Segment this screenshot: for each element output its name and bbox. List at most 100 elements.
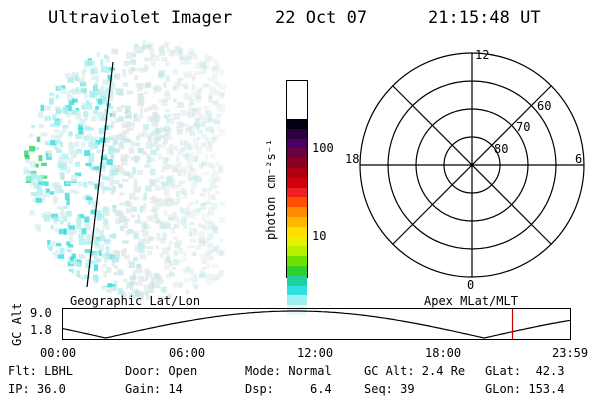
filter-readout: Flt: LBHL <box>8 364 74 378</box>
emission-pixel <box>187 171 192 178</box>
emission-pixel <box>124 108 129 114</box>
emission-pixel <box>186 204 191 211</box>
emission-pixel <box>210 256 214 261</box>
emission-pixel <box>175 156 181 163</box>
emission-pixel <box>37 184 42 191</box>
polar-label-0: 0 <box>467 278 474 290</box>
emission-pixel <box>135 142 140 147</box>
emission-pixel <box>208 92 213 99</box>
emission-pixel <box>180 166 188 172</box>
emission-pixel <box>117 271 124 276</box>
emission-pixel <box>127 260 134 264</box>
emission-pixel <box>68 147 75 154</box>
emission-pixel <box>153 213 158 219</box>
emission-pixel <box>134 220 142 224</box>
emission-pixel <box>67 221 71 228</box>
emission-pixel <box>68 100 75 105</box>
emission-pixel <box>169 144 174 150</box>
emission-pixel <box>122 73 127 77</box>
emission-pixel <box>215 82 221 87</box>
emission-pixel <box>193 277 199 283</box>
emission-pixel <box>122 129 129 134</box>
emission-pixel <box>36 189 43 196</box>
emission-pixel <box>205 187 211 194</box>
emission-pixel <box>177 78 184 82</box>
emission-pixel <box>145 245 153 250</box>
emission-pixel <box>96 149 100 154</box>
emission-pixel <box>78 213 85 219</box>
emission-pixel <box>110 149 115 154</box>
emission-pixel <box>184 211 192 218</box>
emission-pixel <box>101 285 106 290</box>
emission-pixel <box>189 98 195 106</box>
emission-pixel <box>189 201 194 207</box>
emission-pixel <box>194 118 200 122</box>
emission-pixel <box>152 118 157 123</box>
emission-pixel <box>54 187 62 194</box>
time-label: 21:15:48 UT <box>428 8 541 28</box>
emission-pixel <box>136 264 142 268</box>
emission-pixel <box>120 104 128 109</box>
emission-pixel <box>149 281 154 286</box>
emission-pixel <box>72 110 79 115</box>
emission-pixel <box>192 272 197 279</box>
emission-pixel <box>30 172 36 176</box>
emission-pixel <box>203 106 210 110</box>
emission-pixel <box>154 205 160 210</box>
emission-pixel <box>93 82 99 90</box>
emission-pixel <box>165 75 170 82</box>
emission-pixel <box>104 125 109 131</box>
emission-pixel <box>74 141 80 147</box>
emission-pixel <box>147 136 153 143</box>
emission-pixel <box>48 92 55 96</box>
emission-pixel <box>106 159 113 166</box>
emission-pixel <box>43 181 49 187</box>
emission-pixel <box>195 116 203 120</box>
emission-pixel <box>88 156 95 164</box>
emission-pixel <box>123 254 130 260</box>
emission-pixel <box>78 182 84 187</box>
emission-pixel <box>207 245 212 250</box>
emission-pixel <box>65 210 72 217</box>
emission-pixel <box>81 141 86 148</box>
emission-pixel <box>173 241 181 248</box>
emission-pixel <box>92 234 97 240</box>
emission-pixel <box>44 211 52 218</box>
emission-pixel <box>97 99 103 105</box>
emission-pixel <box>197 207 202 212</box>
emission-pixel <box>218 272 222 279</box>
emission-pixel <box>205 145 213 152</box>
colorbar-band <box>287 226 307 237</box>
emission-pixel <box>150 54 155 62</box>
emission-pixel <box>158 72 164 79</box>
emission-pixel <box>54 249 59 254</box>
emission-pixel <box>150 61 156 67</box>
emission-pixel <box>172 216 180 220</box>
emission-pixel <box>181 207 189 215</box>
emission-pixel <box>152 129 159 136</box>
emission-pixel <box>119 202 126 206</box>
emission-pixel <box>112 168 119 176</box>
emission-pixel <box>60 87 67 95</box>
colorbar-tick-100: 100 <box>312 141 334 155</box>
emission-pixel <box>176 131 181 136</box>
emission-pixel <box>82 195 88 200</box>
emission-pixel <box>61 153 69 160</box>
emission-pixel <box>49 97 55 105</box>
emission-pixel <box>96 52 101 57</box>
emission-pixel <box>84 116 88 121</box>
emission-pixel <box>93 264 99 272</box>
emission-pixel <box>209 141 213 147</box>
emission-pixel <box>38 155 43 162</box>
emission-pixel <box>203 65 210 70</box>
emission-pixel <box>34 193 41 199</box>
emission-pixel <box>212 66 218 71</box>
emission-pixel <box>99 161 106 169</box>
emission-pixel <box>153 106 159 111</box>
emission-pixel <box>107 74 113 82</box>
x-tick-1200: 12:00 <box>297 346 334 360</box>
ip-readout: IP: 36.0 <box>8 382 66 396</box>
emission-pixel <box>59 189 65 193</box>
emission-pixel <box>196 136 201 140</box>
emission-pixel <box>151 278 155 285</box>
